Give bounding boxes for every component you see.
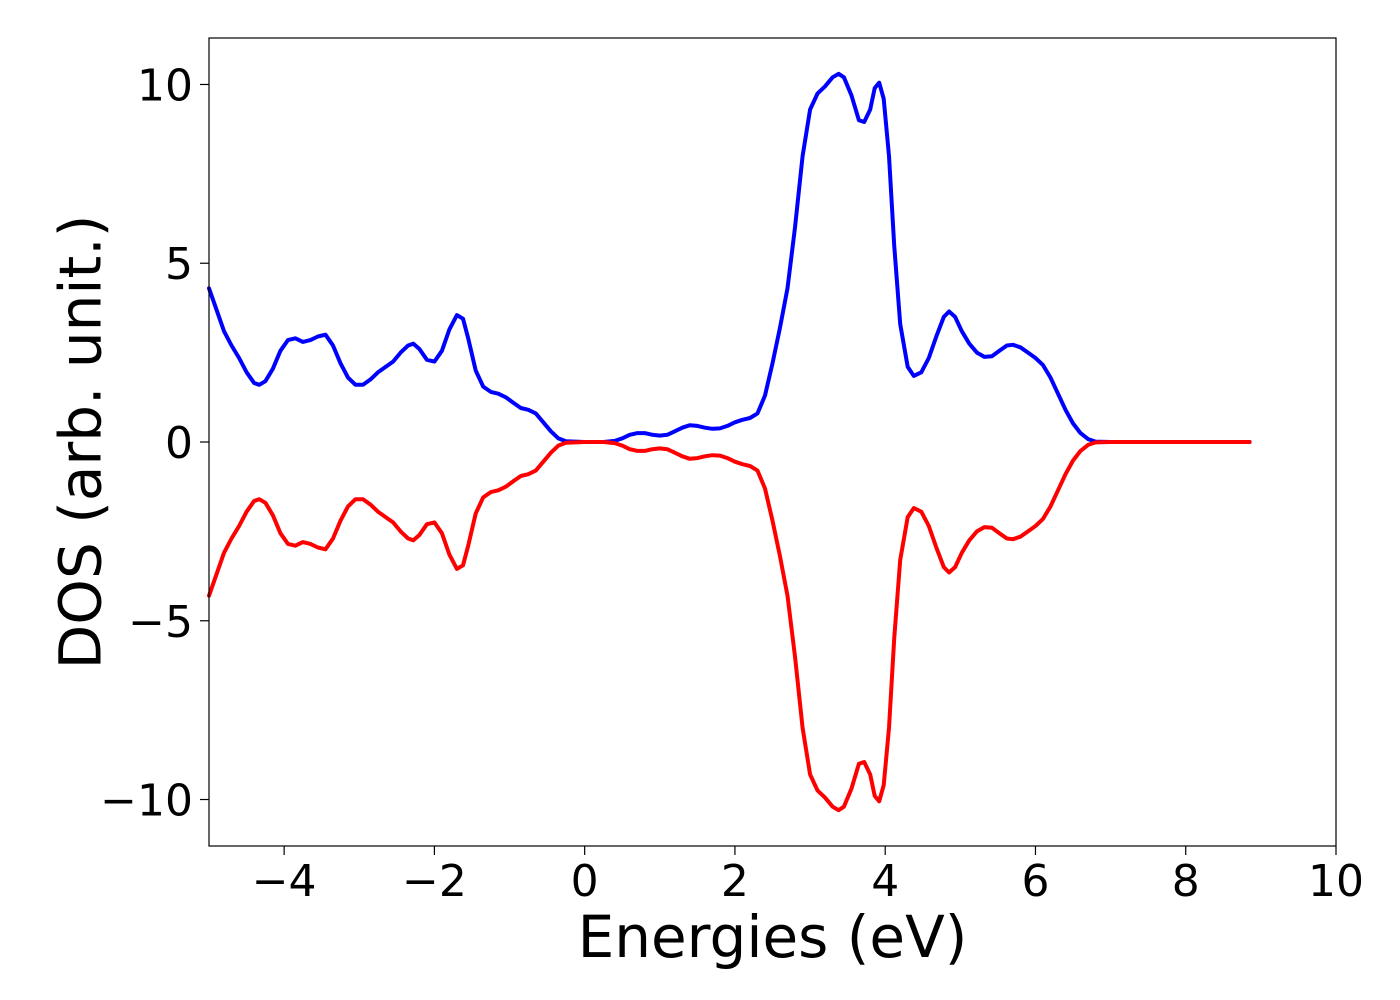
series-layer [207, 71, 1252, 813]
x-axis-label: Energies (eV) [578, 903, 968, 971]
y-tick-label: −5 [128, 597, 193, 648]
y-tick-label: −10 [100, 776, 193, 827]
x-tick-label: −4 [252, 856, 317, 907]
y-axis-label: DOS (arb. unit.) [46, 215, 114, 670]
x-tick-label: 6 [1021, 856, 1049, 907]
x-tick-label: 10 [1308, 856, 1364, 907]
x-tick-label: 4 [871, 856, 899, 907]
x-tick-label: 8 [1172, 856, 1200, 907]
y-tick-label: 10 [137, 60, 193, 111]
x-tick-label: 0 [571, 856, 599, 907]
x-tick-label: 2 [721, 856, 749, 907]
y-tick-label: 5 [165, 239, 193, 290]
series-line-2 [207, 440, 1252, 813]
ticks-layer: −4 −2 0 2 4 6 8 10 −10 −5 0 5 10 [100, 60, 1364, 907]
series-line-1 [207, 71, 1252, 444]
y-tick-label: 0 [165, 418, 193, 469]
x-tick-label: −2 [402, 856, 467, 907]
